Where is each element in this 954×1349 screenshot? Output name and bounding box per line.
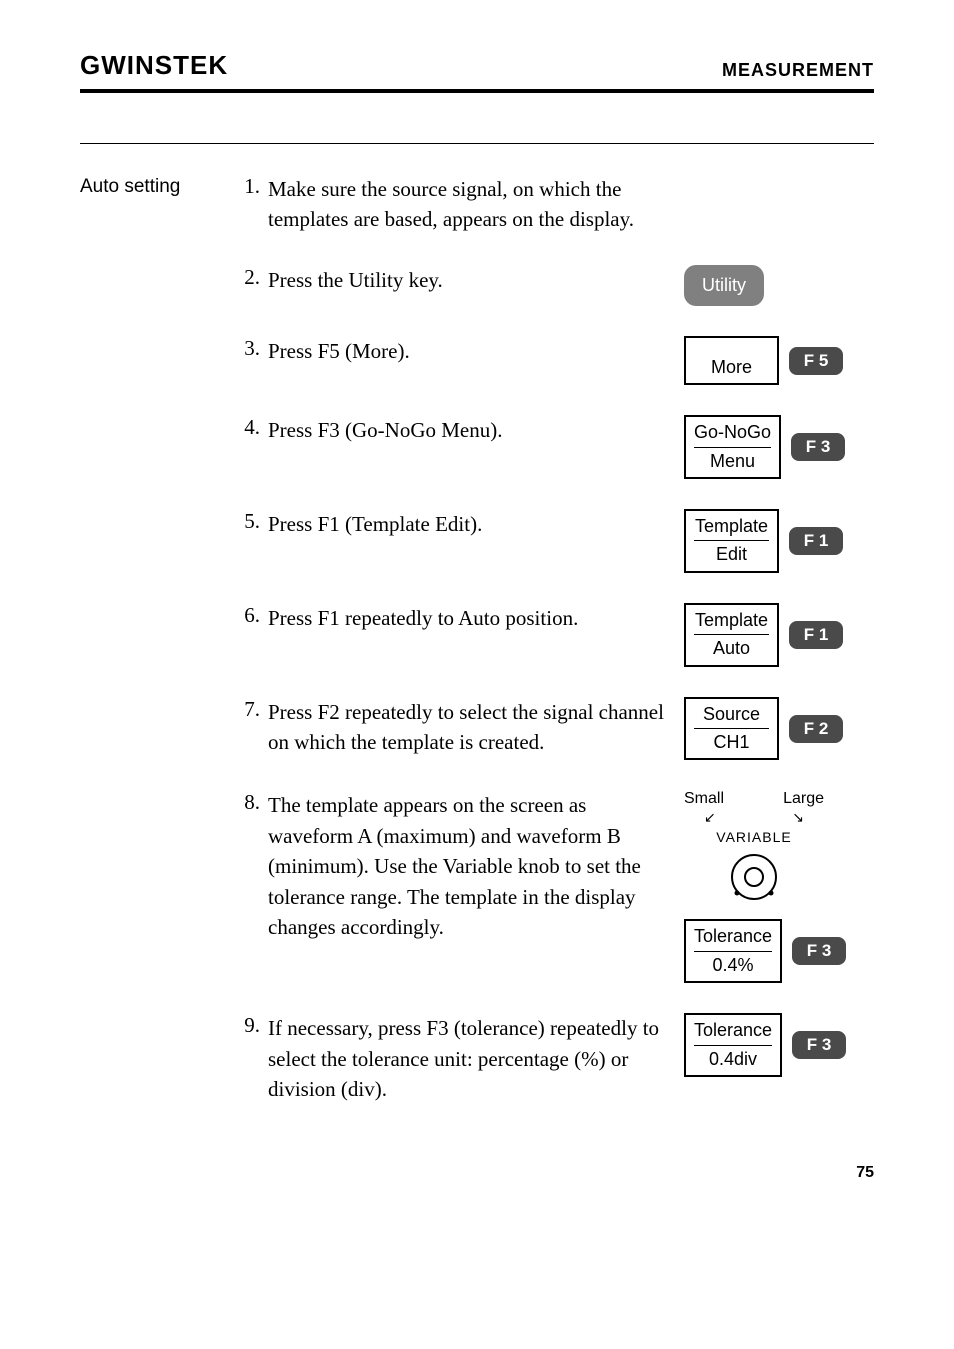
step-number: 1. bbox=[240, 174, 268, 199]
step-text: Make sure the source signal, on which th… bbox=[268, 174, 684, 235]
fkey-button[interactable]: F 2 bbox=[789, 715, 843, 743]
menu-box: Tolerance0.4% bbox=[684, 919, 782, 983]
menu-box: TemplateAuto bbox=[684, 603, 779, 667]
knob-range-labels: SmallLarge bbox=[684, 790, 824, 808]
step-row: 1. Make sure the source signal, on which… bbox=[240, 174, 874, 235]
menu-box: TemplateEdit bbox=[684, 509, 779, 573]
menu-box: Go-NoGoMenu bbox=[684, 415, 781, 479]
steps-list: 1. Make sure the source signal, on which… bbox=[240, 174, 874, 1134]
step-text: Press F5 (More). bbox=[268, 336, 684, 366]
step-row: 9. If necessary, press F3 (tolerance) re… bbox=[240, 1013, 874, 1104]
step-row: 4. Press F3 (Go-NoGo Menu). Go-NoGoMenu … bbox=[240, 415, 874, 479]
fkey-button[interactable]: F 3 bbox=[792, 1031, 846, 1059]
menu-box: More bbox=[684, 336, 779, 385]
step-row: 7. Press F2 repeatedly to select the sig… bbox=[240, 697, 874, 761]
knob-name-label: VARIABLE bbox=[716, 829, 791, 845]
page-header: GWINSTEK MEASUREMENT bbox=[80, 50, 874, 93]
fkey-button[interactable]: F 5 bbox=[789, 347, 843, 375]
side-label: Auto setting bbox=[80, 174, 240, 1134]
step-widget: Tolerance0.4div F 3 bbox=[684, 1013, 874, 1077]
step-number: 3. bbox=[240, 336, 268, 361]
fkey-button[interactable]: F 3 bbox=[791, 433, 845, 461]
step-widget: Utility bbox=[684, 265, 874, 306]
step-number: 6. bbox=[240, 603, 268, 628]
step-number: 4. bbox=[240, 415, 268, 440]
step-row: 8. The template appears on the screen as… bbox=[240, 790, 874, 983]
step-text: Press F1 repeatedly to Auto position. bbox=[268, 603, 684, 633]
step-text: Press F3 (Go-NoGo Menu). bbox=[268, 415, 684, 445]
step-number: 8. bbox=[240, 790, 268, 815]
step-text: Press the Utility key. bbox=[268, 265, 684, 295]
step-text: Press F1 (Template Edit). bbox=[268, 509, 684, 539]
fkey-button[interactable]: F 3 bbox=[792, 937, 846, 965]
step-number: 5. bbox=[240, 509, 268, 534]
variable-knob-icon bbox=[726, 849, 782, 905]
menu-box: SourceCH1 bbox=[684, 697, 779, 761]
step-text: The template appears on the screen as wa… bbox=[268, 790, 684, 942]
step-text: Press F2 repeatedly to select the signal… bbox=[268, 697, 684, 758]
step-widget: TemplateEdit F 1 bbox=[684, 509, 874, 573]
step-row: 5. Press F1 (Template Edit). TemplateEdi… bbox=[240, 509, 874, 573]
fkey-button[interactable]: F 1 bbox=[789, 621, 843, 649]
content-area: Auto setting 1. Make sure the source sig… bbox=[80, 174, 874, 1134]
variable-knob[interactable]: SmallLarge ↙↘ VARIABLE bbox=[684, 790, 824, 905]
page-number: 75 bbox=[80, 1164, 874, 1182]
brand-logo: GWINSTEK bbox=[80, 50, 228, 81]
menu-box: Tolerance0.4div bbox=[684, 1013, 782, 1077]
step-widget: SourceCH1 F 2 bbox=[684, 697, 874, 761]
divider-line bbox=[80, 143, 874, 144]
knob-arrows: ↙↘ bbox=[704, 810, 804, 827]
section-title: MEASUREMENT bbox=[722, 60, 874, 81]
step-widget: More F 5 bbox=[684, 336, 874, 385]
step-text: If necessary, press F3 (tolerance) repea… bbox=[268, 1013, 684, 1104]
step-number: 2. bbox=[240, 265, 268, 290]
step-row: 6. Press F1 repeatedly to Auto position.… bbox=[240, 603, 874, 667]
step-row: 3. Press F5 (More). More F 5 bbox=[240, 336, 874, 385]
utility-button[interactable]: Utility bbox=[684, 265, 764, 306]
fkey-button[interactable]: F 1 bbox=[789, 527, 843, 555]
step-widget: SmallLarge ↙↘ VARIABLE Tolerance0.4% F 3 bbox=[684, 790, 874, 983]
step-widget: Go-NoGoMenu F 3 bbox=[684, 415, 874, 479]
step-row: 2. Press the Utility key. Utility bbox=[240, 265, 874, 306]
step-widget: TemplateAuto F 1 bbox=[684, 603, 874, 667]
step-number: 9. bbox=[240, 1013, 268, 1038]
step-number: 7. bbox=[240, 697, 268, 722]
